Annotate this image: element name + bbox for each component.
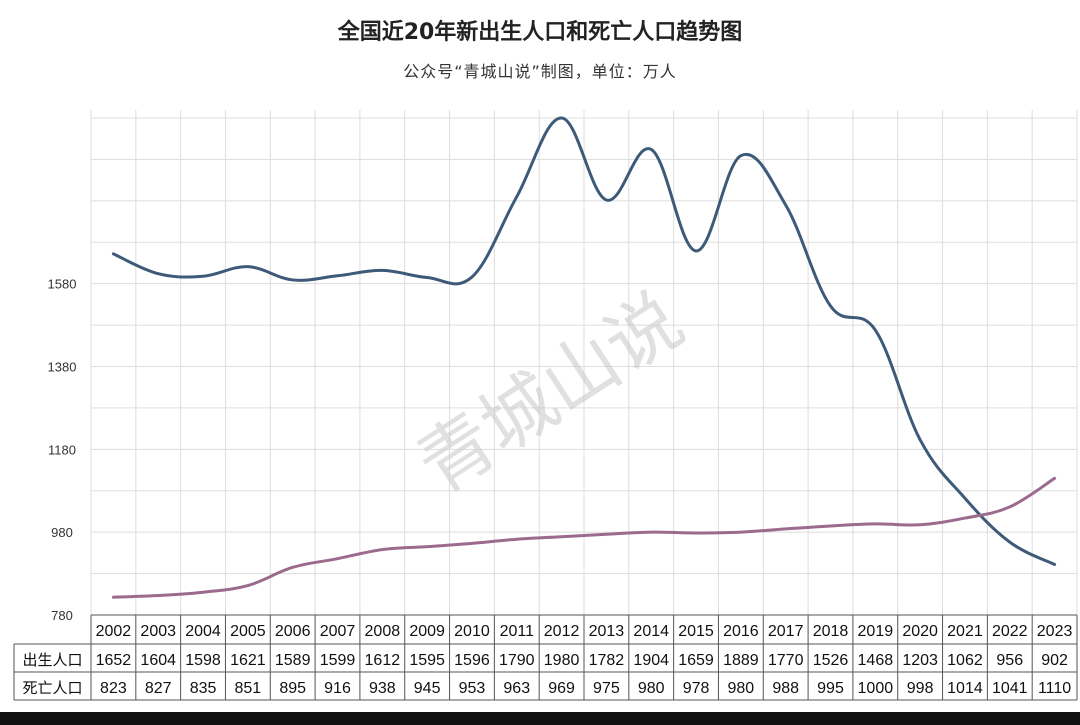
data-label: 823 (100, 680, 127, 697)
data-label: 975 (593, 680, 620, 697)
data-label: 995 (817, 680, 844, 697)
data-label: 1980 (544, 652, 580, 669)
data-label: 980 (638, 680, 665, 697)
x-tick-label: 2007 (320, 623, 356, 640)
data-label: 1589 (275, 652, 311, 669)
x-tick-label: 2003 (140, 623, 176, 640)
x-tick-label: 2002 (96, 623, 132, 640)
data-label: 1598 (185, 652, 221, 669)
x-tick-label: 2023 (1037, 623, 1073, 640)
data-label: 1596 (454, 652, 490, 669)
x-tick-label: 2004 (185, 623, 221, 640)
data-label: 969 (548, 680, 575, 697)
data-label: 980 (728, 680, 755, 697)
x-tick-label: 2016 (723, 623, 759, 640)
data-label: 1595 (409, 652, 445, 669)
x-tick-label: 2013 (589, 623, 625, 640)
x-tick-label: 2021 (947, 623, 983, 640)
data-label: 1612 (365, 652, 401, 669)
deaths-series-line (111, 476, 1057, 599)
data-label: 1468 (858, 652, 894, 669)
x-tick-label: 2015 (678, 623, 714, 640)
data-label: 1014 (947, 680, 983, 697)
series-lines (111, 116, 1057, 599)
y-tick-label: 1580 (48, 277, 77, 292)
x-tick-label: 2011 (500, 623, 535, 640)
data-label: 956 (996, 652, 1023, 669)
data-label: 963 (503, 680, 530, 697)
x-tick-label: 2010 (454, 623, 490, 640)
data-label: 916 (324, 680, 351, 697)
x-tick-label: 2006 (275, 623, 311, 640)
x-tick-label: 2012 (544, 623, 580, 640)
x-tick-label: 2018 (813, 623, 849, 640)
data-label: 1790 (499, 652, 535, 669)
data-label: 1203 (902, 652, 938, 669)
x-tick-label: 2014 (633, 623, 669, 640)
data-label: 1110 (1038, 680, 1071, 697)
watermark: 青城山说 (403, 277, 698, 510)
data-label: 978 (683, 680, 710, 697)
x-tick-label: 2022 (992, 623, 1028, 640)
data-label: 902 (1041, 652, 1068, 669)
data-label: 1526 (813, 652, 849, 669)
data-label: 1904 (633, 652, 669, 669)
data-label: 1770 (768, 652, 804, 669)
y-tick-label: 780 (51, 608, 73, 623)
x-tick-label: 2017 (768, 623, 804, 640)
data-label: 1000 (858, 680, 894, 697)
deaths-row-label: 死亡人口 (22, 679, 82, 697)
data-label: 938 (369, 680, 396, 697)
bottom-bar (0, 712, 1080, 725)
data-label: 988 (772, 680, 799, 697)
data-label: 835 (190, 680, 217, 697)
data-label: 1604 (140, 652, 176, 669)
data-label: 1062 (947, 652, 983, 669)
chart-subtitle: 公众号“青城山说”制图，单位：万人 (403, 62, 677, 81)
data-label: 1599 (320, 652, 356, 669)
data-label: 1889 (723, 652, 759, 669)
data-label: 1782 (589, 652, 625, 669)
data-label: 953 (459, 680, 486, 697)
data-table: 2002 2003 2004 2005 2006 2007 2008 2009 2010 2011… (13, 614, 1078, 701)
x-tick-label: 2020 (902, 623, 938, 640)
y-tick-label: 1380 (48, 360, 77, 375)
data-label: 851 (235, 680, 262, 697)
births-row-label: 出生人口 (22, 651, 82, 669)
data-label: 1041 (992, 680, 1028, 697)
x-tick-label: 2009 (409, 623, 445, 640)
data-label: 945 (414, 680, 441, 697)
x-tick-label: 2019 (858, 623, 894, 640)
x-tick-label: 2008 (365, 623, 401, 640)
y-axis-ticks: 780 980 1180 1380 1580 (48, 277, 77, 623)
y-tick-label: 980 (51, 525, 73, 540)
data-label: 1652 (96, 652, 132, 669)
y-tick-label: 1180 (48, 442, 76, 457)
data-label: 998 (907, 680, 934, 697)
grid (90, 110, 1078, 616)
x-tick-label: 2005 (230, 623, 266, 640)
data-label: 895 (279, 680, 306, 697)
chart-title: 全国近20年新出生人口和死亡人口趋势图 (337, 20, 743, 45)
data-label: 1659 (678, 652, 714, 669)
data-label: 827 (145, 680, 172, 697)
data-label: 1621 (230, 652, 266, 669)
